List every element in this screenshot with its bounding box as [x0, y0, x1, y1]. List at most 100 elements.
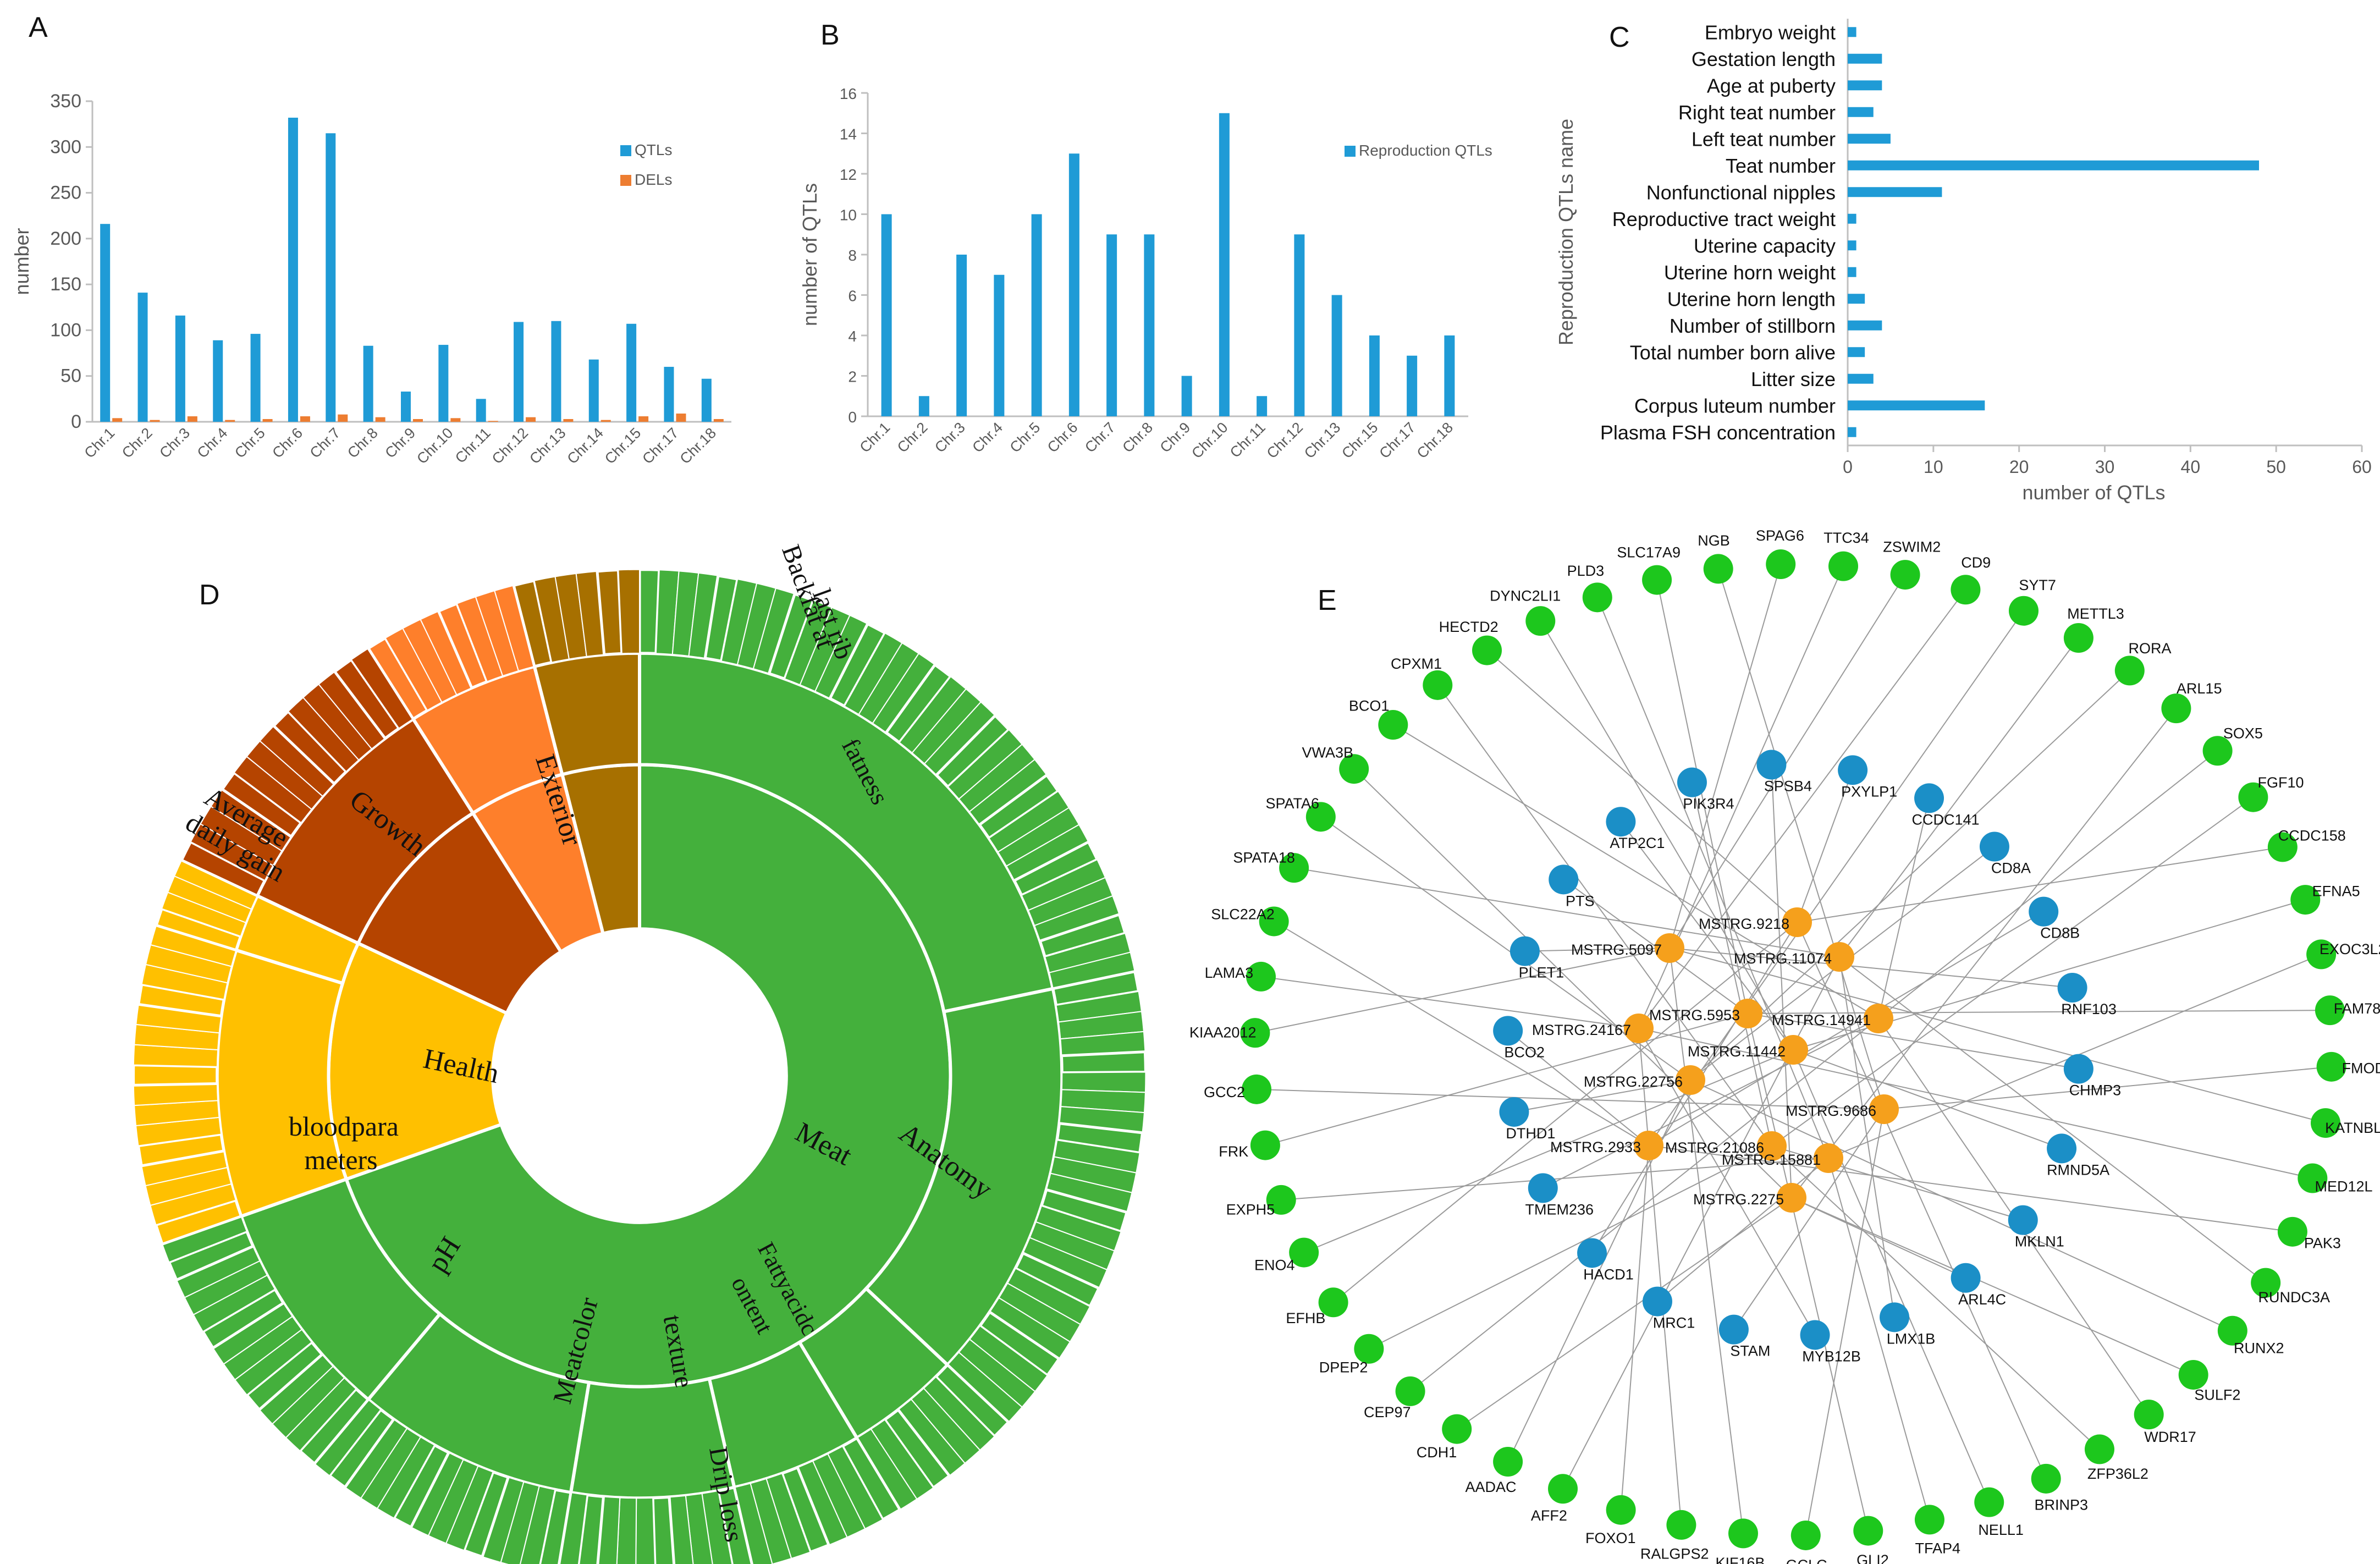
middle-gene-node-label: HACD1 [1583, 1266, 1634, 1282]
outer-gene-node [2217, 1315, 2247, 1346]
outer-gene-node [1766, 549, 1796, 580]
network-edge [1353, 768, 1792, 1198]
y-tick-label: 16 [840, 85, 857, 102]
outer-gene-node-label: NELL1 [1978, 1522, 2024, 1538]
bar-uterine-horn-length [1848, 294, 1865, 304]
middle-gene-node [2063, 1054, 2093, 1084]
outer-gene-node [1279, 853, 1309, 883]
y-axis-title: number of QTLs [798, 183, 821, 326]
middle-gene-node [1677, 767, 1707, 797]
sunburst-label-blood-1: bloodpara [289, 1111, 399, 1142]
outer-gene-node [1525, 606, 1556, 636]
outer-gene-node-label: FMOD [2342, 1060, 2380, 1077]
outer-gene-node [2008, 596, 2039, 626]
outer-gene-node-label: PAK3 [2304, 1235, 2341, 1252]
outer-gene-node [2251, 1268, 2281, 1298]
middle-gene-node [1800, 1320, 1830, 1350]
y-tick-label: Plasma FSH concentration [1600, 421, 1836, 444]
x-tick-label: Chr.2 [119, 425, 156, 461]
y-tick-label: 0 [71, 411, 81, 432]
y-tick-label: 350 [50, 91, 81, 112]
network-edge [1620, 1145, 1649, 1510]
bar-left-teat-number [1848, 134, 1891, 144]
outer-gene-node [1423, 670, 1453, 700]
x-tick-label: Chr.14 [564, 425, 607, 467]
outer-gene-node-label: SYT7 [2019, 577, 2056, 593]
middle-gene-node [1509, 936, 1540, 966]
x-tick-label: Chr.12 [1264, 419, 1306, 461]
middle-gene-node [2008, 1205, 2038, 1235]
network-edge [1260, 976, 1639, 1029]
y-tick-label: Reproductive tract weight [1612, 208, 1836, 230]
outer-gene-node-label: PLD3 [1567, 563, 1605, 579]
outer-gene-node-label: GCLC [1786, 1557, 1827, 1564]
network-edge [1669, 948, 2073, 989]
bar-reproduction-qtls [956, 255, 967, 416]
network-edge [1839, 956, 2266, 1284]
outer-gene-node-label: DPEP2 [1319, 1359, 1368, 1375]
middle-gene-node-label: CD8B [2040, 925, 2080, 941]
hub-lncrna-node [1825, 942, 1854, 972]
outer-gene-node [1242, 1074, 1272, 1104]
x-tick-label: 40 [2181, 457, 2201, 477]
bar-qtls [701, 378, 712, 422]
bar-qtls [363, 345, 373, 422]
middle-gene-node [2047, 1133, 2077, 1164]
y-tick-label: 0 [848, 409, 857, 426]
middle-gene-node [1549, 864, 1579, 895]
bar-dels [112, 418, 123, 422]
x-tick-label: 50 [2266, 457, 2286, 477]
bar-qtls [438, 345, 449, 422]
middle-gene-node-label: PTS [1566, 893, 1595, 909]
y-tick-label: Left teat number [1692, 128, 1836, 150]
hub-lncrna-node-label: MSTRG.22756 [1584, 1073, 1683, 1090]
bar-dels [225, 420, 235, 422]
outer-gene-node-label: EFNA5 [2312, 883, 2360, 900]
outer-gene-node [1548, 1474, 1578, 1504]
outer-gene-node-label: FOXO1 [1585, 1530, 1636, 1546]
hub-lncrna-node-label: MSTRG.9218 [1699, 916, 1789, 932]
bar-dels [676, 414, 686, 422]
network-edge [1839, 956, 1896, 1318]
outer-gene-node [2161, 693, 2191, 724]
bar-qtls [588, 359, 599, 422]
y-tick-label: 10 [840, 207, 857, 224]
network-edge [1486, 649, 1798, 923]
hub-lncrna-node [1864, 1004, 1893, 1033]
bar-age-at-puberty [1848, 80, 1882, 91]
outer-gene-node [2202, 736, 2233, 766]
hub-lncrna-node [1624, 1014, 1654, 1043]
outer-gene-node [1289, 1237, 1319, 1268]
middle-gene-node [1880, 1302, 1910, 1332]
outer-gene-node [1703, 554, 1733, 584]
hub-lncrna-node [1777, 1183, 1806, 1213]
sunburst-label-blood-2: meters [304, 1144, 377, 1175]
x-tick-label: Chr.3 [932, 419, 968, 456]
middle-gene-node-label: PXYLP1 [1841, 783, 1897, 800]
x-tick-label: Chr.2 [894, 419, 931, 456]
bar-qtls [551, 321, 561, 422]
outer-gene-node-label: SPATA18 [1233, 849, 1295, 866]
x-tick-label: Chr.4 [194, 425, 231, 461]
x-tick-label: 10 [1924, 457, 1943, 477]
hub-lncrna-node-label: MSTRG.21086 [1665, 1139, 1764, 1156]
middle-gene-node [1499, 1097, 1529, 1127]
outer-gene-node-label: CCDC158 [2278, 827, 2346, 844]
bar-dels [713, 419, 724, 422]
legend-label: Reproduction QTLs [1359, 142, 1492, 159]
y-tick-label: 100 [50, 320, 81, 340]
network-edge [1883, 1066, 2332, 1110]
panel-letter-c: C [1609, 21, 1630, 53]
bar-litter-size [1848, 373, 1874, 384]
network-edge [1797, 770, 1854, 923]
x-tick-label: Chr.3 [156, 425, 193, 461]
network-edge [1514, 1080, 1691, 1113]
middle-gene-node-label: RNF103 [2061, 1001, 2117, 1017]
outer-gene-node-label: DYNC2LI1 [1490, 587, 1561, 604]
network-edge [1648, 911, 2044, 1146]
middle-gene-node-label: DTHD1 [1506, 1125, 1555, 1142]
x-tick-label: Chr.13 [526, 425, 569, 467]
outer-gene-node [1493, 1446, 1523, 1477]
bar-qtls [326, 133, 336, 422]
outer-gene-node [1240, 1018, 1270, 1048]
